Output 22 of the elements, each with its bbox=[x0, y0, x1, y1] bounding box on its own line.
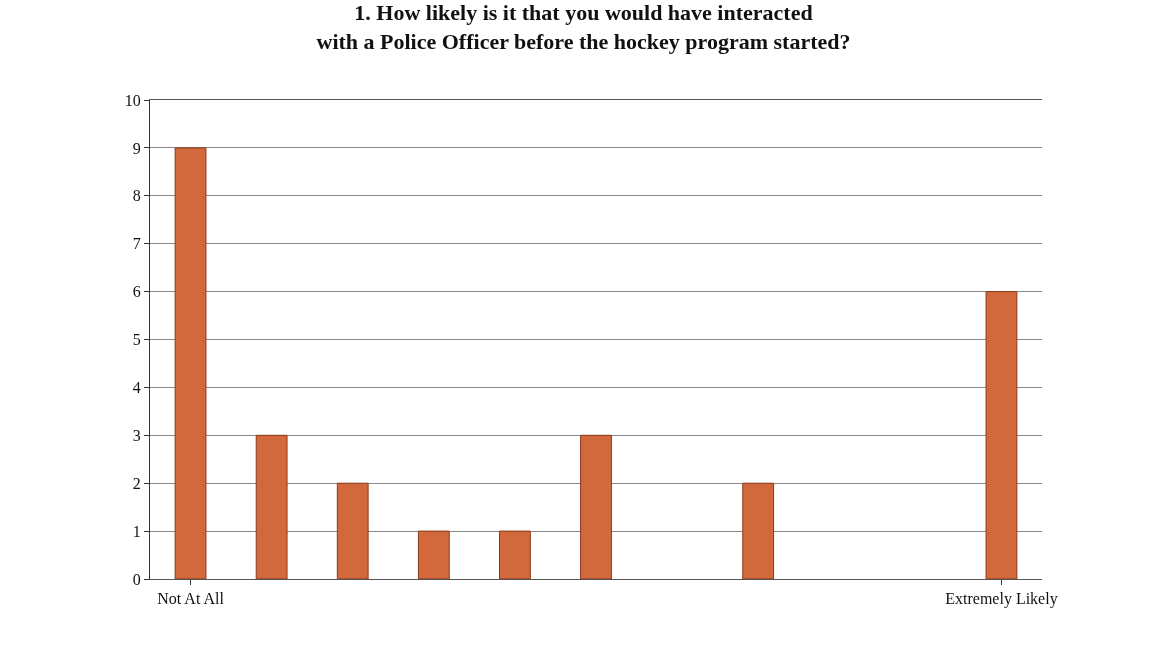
bar bbox=[417, 530, 450, 579]
y-tick-label: 2 bbox=[132, 474, 141, 492]
bar bbox=[580, 434, 612, 579]
y-tick-label: 10 bbox=[124, 91, 141, 109]
y-tick-label: 8 bbox=[132, 187, 141, 205]
y-tick-label: 7 bbox=[132, 235, 141, 253]
y-tick-label: 5 bbox=[132, 331, 141, 349]
y-tick-label: 4 bbox=[132, 379, 141, 396]
chart-title: 1. How likely is it that you would have interacted with a Police Officer before the hockey program started? bbox=[316, 0, 851, 54]
y-tick-label: 9 bbox=[132, 139, 141, 157]
bar bbox=[499, 530, 531, 579]
bar bbox=[255, 434, 288, 579]
y-tick-label: 1 bbox=[132, 522, 141, 540]
bar bbox=[174, 147, 207, 579]
y-tick-label: 3 bbox=[132, 426, 141, 444]
y-tick-label: 6 bbox=[132, 283, 141, 301]
y-tick-label: 0 bbox=[132, 570, 141, 588]
x-tick-label: Not At All bbox=[157, 590, 225, 608]
bar bbox=[742, 482, 775, 579]
bar bbox=[336, 482, 369, 579]
bar bbox=[985, 291, 1018, 579]
x-tick-label: Extremely Likely bbox=[945, 590, 1058, 609]
